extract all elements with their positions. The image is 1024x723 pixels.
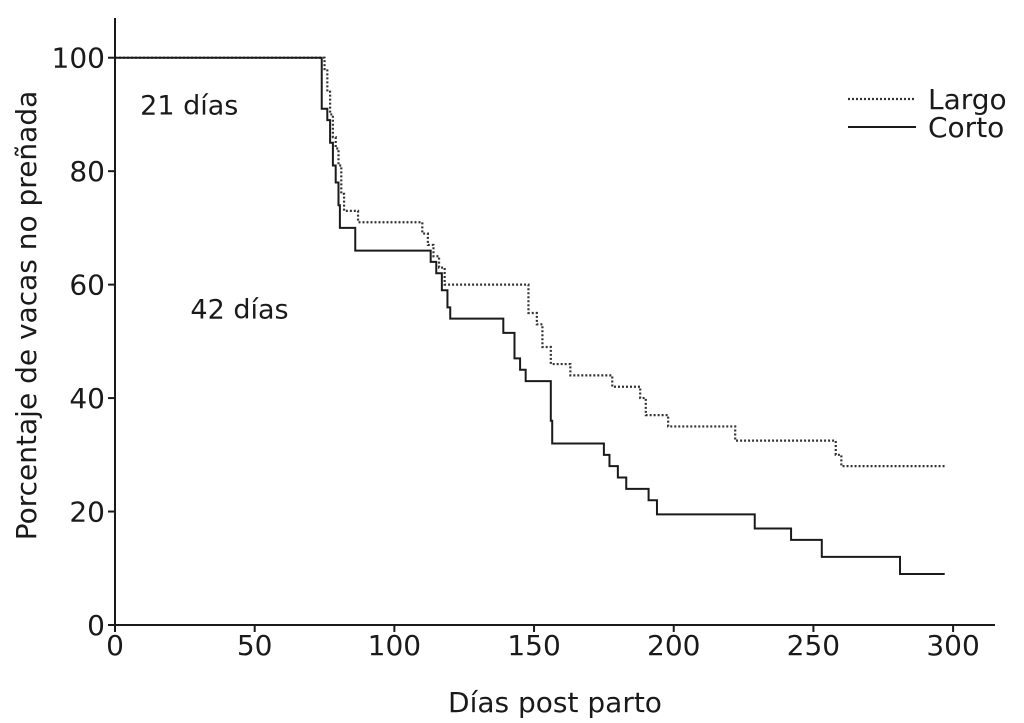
x-tick-label: 300: [926, 629, 979, 662]
x-tick-label: 50: [237, 629, 273, 662]
x-tick-label: 0: [106, 629, 124, 662]
y-tick-label: 20: [69, 496, 105, 529]
annotation-label: 21 días: [140, 90, 238, 121]
y-tick-label: 40: [69, 382, 105, 415]
x-tick-label: 100: [368, 629, 421, 662]
series-line-corto: [115, 56, 945, 575]
x-tick-label: 250: [787, 629, 840, 662]
series-layer: [115, 56, 945, 575]
annotation-label: 42 días: [190, 295, 288, 326]
x-tick-label: 150: [507, 629, 560, 662]
y-axis-label: Porcentaje de vacas no preñada: [10, 91, 43, 541]
axes: 0 50 100 150 200 250 300 0 20 40 60 80 100: [52, 18, 995, 662]
series-line-largo: [115, 56, 945, 468]
y-tick-label: 80: [69, 155, 105, 188]
y-tick-label: 60: [69, 269, 105, 302]
y-tick-label: 100: [52, 42, 105, 75]
legend-label-largo: Largo: [928, 83, 1007, 116]
x-tick-label: 200: [647, 629, 700, 662]
annotations: 21 días 42 días: [140, 90, 288, 325]
y-tick-label: 0: [87, 609, 105, 642]
legend-label-corto: Corto: [928, 111, 1004, 144]
x-axis-label: Días post parto: [448, 686, 662, 719]
